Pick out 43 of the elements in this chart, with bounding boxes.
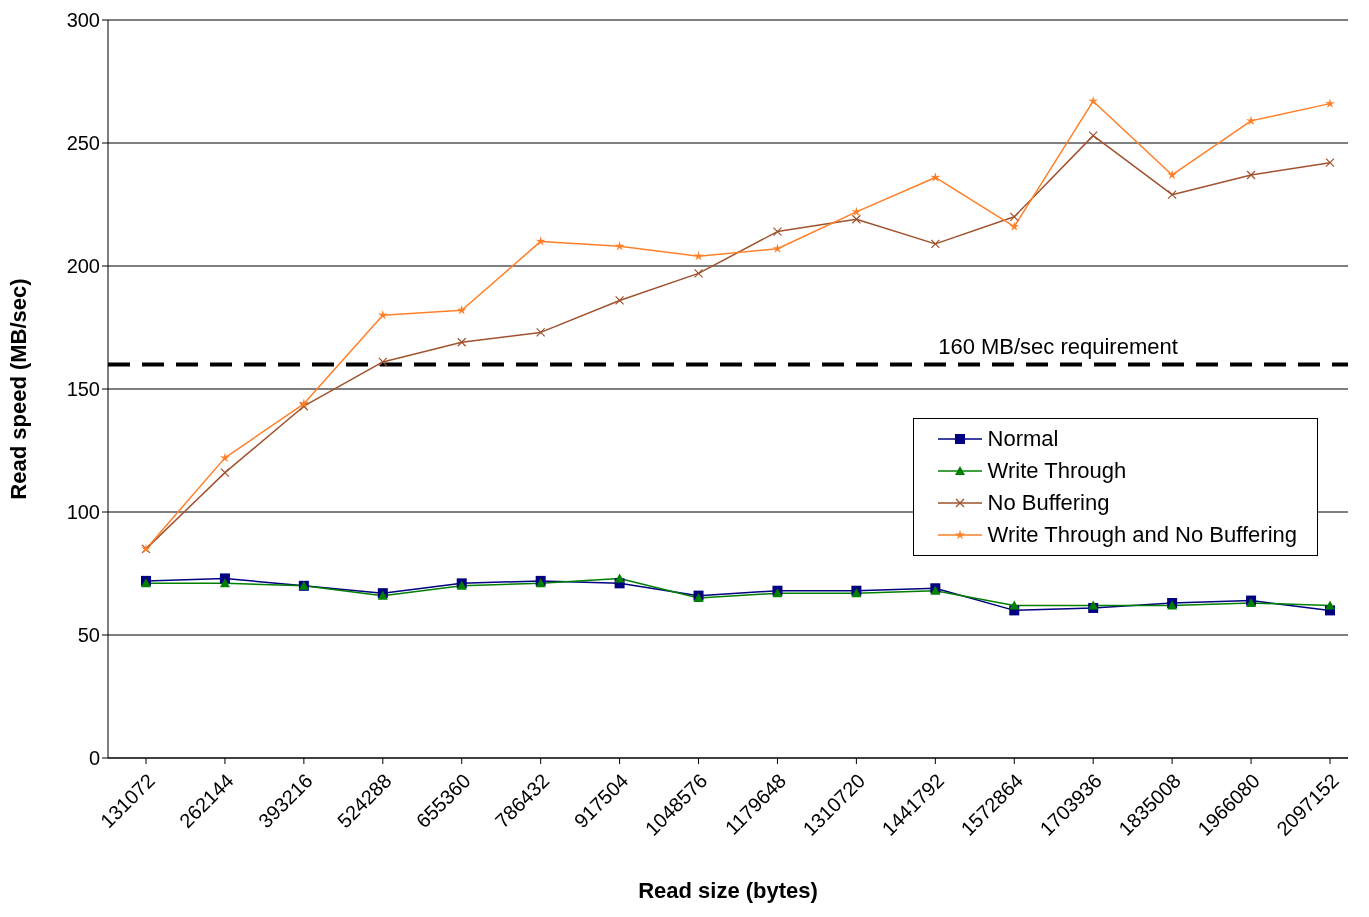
point	[851, 206, 862, 217]
point	[772, 226, 783, 237]
point	[1246, 115, 1257, 126]
legend-label: No Buffering	[987, 490, 1110, 516]
point	[219, 452, 230, 463]
point	[614, 241, 625, 251]
point	[1325, 98, 1335, 108]
legend-label: Write Through and No Buffering	[987, 522, 1297, 548]
point	[535, 236, 546, 246]
point	[1009, 600, 1020, 610]
y-tick-label: 250	[66, 132, 100, 155]
legend-label: Normal	[987, 426, 1059, 452]
point	[457, 337, 467, 347]
ref-line-label: 160 MB/sec requirement	[938, 334, 1178, 360]
point	[1325, 158, 1335, 168]
point	[536, 327, 546, 338]
point	[219, 578, 230, 588]
point	[1088, 131, 1098, 141]
point	[1167, 190, 1177, 200]
point	[1088, 95, 1099, 106]
x-axis-title: Read size (bytes)	[638, 878, 818, 903]
y-tick-label: 150	[66, 378, 100, 401]
point	[851, 214, 861, 224]
point	[930, 239, 940, 249]
point	[1246, 170, 1256, 180]
point	[1009, 212, 1019, 222]
point	[930, 172, 941, 182]
point	[693, 250, 704, 261]
y-tick-label: 100	[66, 501, 100, 524]
legend-label: Write Through	[987, 458, 1127, 484]
point	[615, 295, 625, 306]
point	[378, 357, 388, 367]
y-tick-label: 300	[66, 9, 100, 32]
point	[1167, 169, 1178, 180]
y-tick-label: 50	[77, 624, 100, 647]
point	[772, 243, 783, 253]
point	[693, 268, 704, 278]
point	[220, 468, 230, 478]
y-axis-title: Read speed (MB/sec)	[5, 278, 31, 500]
point	[1009, 221, 1020, 231]
y-tick-label: 0	[88, 747, 100, 770]
point	[614, 573, 625, 583]
y-tick-label: 200	[66, 255, 100, 278]
